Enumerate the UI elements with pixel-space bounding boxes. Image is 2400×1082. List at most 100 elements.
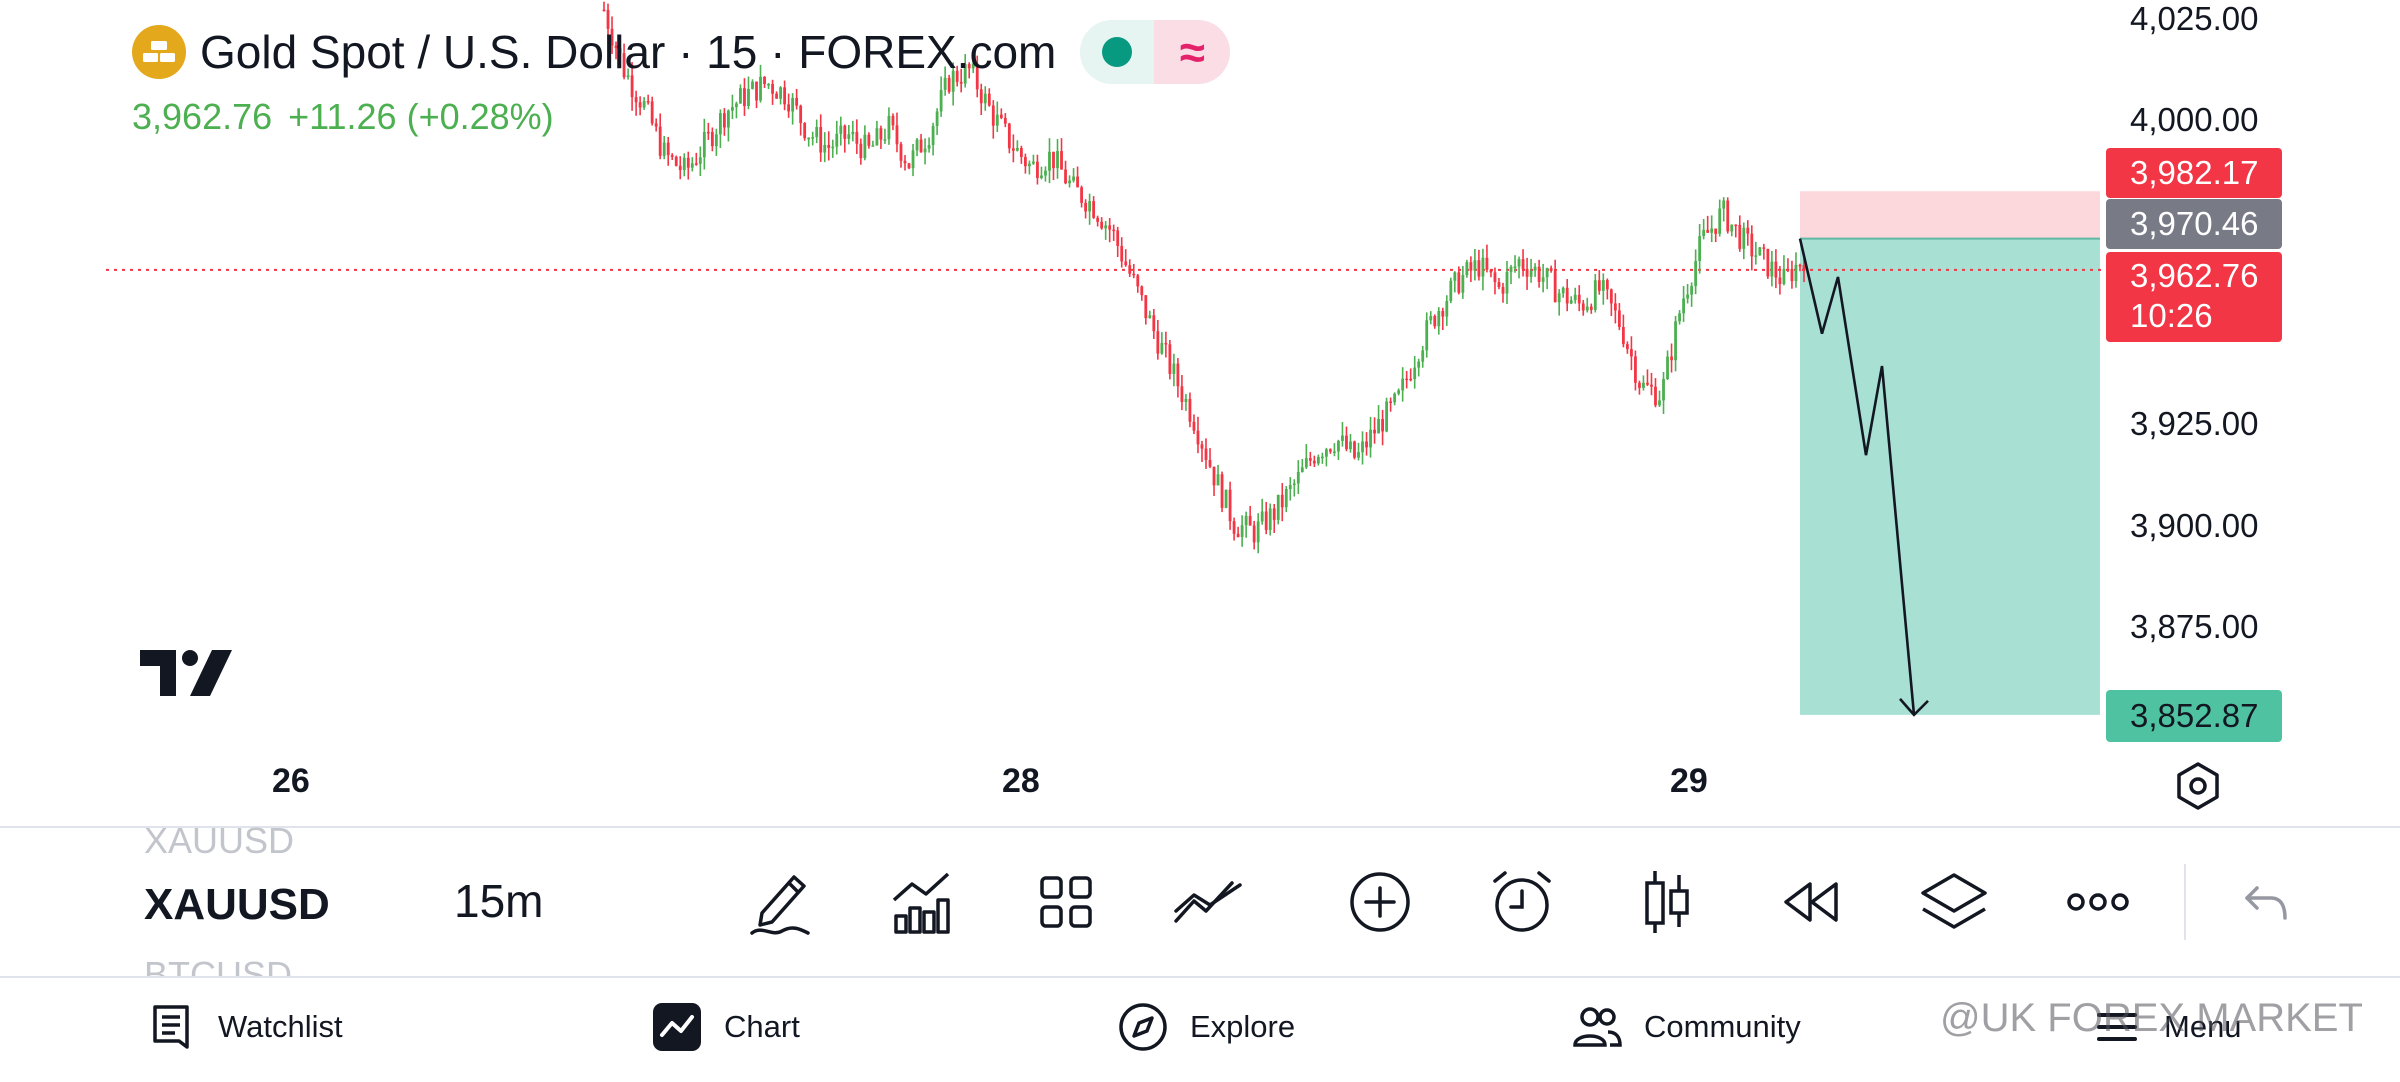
candle-body xyxy=(1489,269,1493,273)
candle-body xyxy=(678,165,682,171)
candle-body xyxy=(1802,265,1806,271)
candle-body xyxy=(1252,525,1256,543)
price-axis-label: 3,875.00 xyxy=(2130,608,2259,645)
candle-body xyxy=(1525,268,1529,277)
symbol-next[interactable]: BTCUSD xyxy=(144,954,293,976)
candle-body xyxy=(1160,342,1164,354)
candle-body xyxy=(1634,356,1637,383)
candle-body xyxy=(935,111,939,127)
time-axis-label: 29 xyxy=(1670,762,1708,800)
symbol-title[interactable]: Gold Spot / U.S. Dollar · 15 · FOREX.com xyxy=(200,26,1057,78)
wave-icon[interactable]: ≈ xyxy=(1154,20,1231,84)
nav-chart[interactable]: Chart xyxy=(652,998,800,1056)
candle-body xyxy=(1240,525,1244,537)
candle-body xyxy=(1232,521,1236,534)
market-open-indicator[interactable] xyxy=(1080,20,1154,84)
price-chart[interactable] xyxy=(0,0,2400,820)
candle-body xyxy=(1192,421,1196,431)
candle-body xyxy=(899,144,903,161)
alert-clock-icon[interactable] xyxy=(1486,866,1558,938)
indicators-icon[interactable] xyxy=(886,866,958,938)
candle-body xyxy=(1381,418,1384,432)
candle-body xyxy=(1288,485,1292,490)
candle-body xyxy=(1196,430,1200,445)
candle-body xyxy=(1782,268,1786,285)
candle-body xyxy=(1032,161,1035,164)
candle-body xyxy=(1646,382,1649,385)
candle-body xyxy=(999,114,1003,118)
candle-type-icon[interactable] xyxy=(1630,866,1702,938)
more-icon[interactable] xyxy=(2062,866,2134,938)
replay-icon[interactable] xyxy=(1774,866,1846,938)
symbol-prev[interactable]: XAUUSD xyxy=(144,820,295,861)
candle-body xyxy=(1180,386,1184,402)
nav-menu[interactable]: Menu xyxy=(2092,998,2242,1056)
candle-body xyxy=(610,28,614,46)
candle-body xyxy=(1758,247,1762,256)
candle-body xyxy=(823,144,827,153)
candle-body xyxy=(1052,151,1055,169)
nav-explore[interactable]: Explore xyxy=(1118,998,1295,1056)
nav-chart-label: Chart xyxy=(724,1009,800,1044)
compare-icon[interactable] xyxy=(1172,866,1244,938)
candle-body xyxy=(807,137,811,140)
candle-body xyxy=(867,134,871,146)
candle-body xyxy=(650,101,654,124)
chart-area[interactable]: Gold Spot / U.S. Dollar · 15 · FOREX.com… xyxy=(0,0,2400,820)
candle-body xyxy=(1204,448,1208,461)
layouts-icon[interactable] xyxy=(1030,866,1102,938)
status-dot-icon xyxy=(1102,37,1133,67)
candle-body xyxy=(1056,151,1059,169)
candle-body xyxy=(706,131,710,134)
candle-body xyxy=(1104,225,1108,229)
candle-body xyxy=(1272,508,1276,520)
candle-body xyxy=(1714,228,1718,234)
interval-selector[interactable]: 15m xyxy=(454,875,544,927)
pencil-icon[interactable] xyxy=(744,866,816,938)
candle-body xyxy=(927,145,931,149)
candle-body xyxy=(1505,271,1509,294)
chart-nav-icon xyxy=(652,1002,702,1052)
candle-body xyxy=(1320,456,1324,459)
candle-body xyxy=(1545,268,1549,278)
candle-body xyxy=(1365,441,1368,448)
candle-body xyxy=(1798,264,1802,267)
candle-body xyxy=(1742,227,1746,249)
candle-body xyxy=(1084,202,1088,212)
price-axis-label: 3,900.00 xyxy=(2130,507,2259,544)
nav-watchlist[interactable]: Watchlist xyxy=(146,998,343,1056)
candle-body xyxy=(1312,460,1316,464)
axis-settings-icon[interactable] xyxy=(2172,760,2224,812)
candle-body xyxy=(1128,265,1132,274)
symbol-selector[interactable]: XAUUSD xyxy=(144,880,330,929)
candle-body xyxy=(1172,363,1176,374)
candle-body xyxy=(771,83,774,94)
candle-body xyxy=(606,9,610,29)
candle-body xyxy=(859,143,863,159)
candle-body xyxy=(759,76,762,101)
nav-community[interactable]: Community xyxy=(1572,998,1801,1056)
candle-body xyxy=(1734,224,1738,227)
candle-body xyxy=(1481,257,1485,277)
candle-body xyxy=(1445,300,1449,317)
candle-body xyxy=(795,97,799,106)
candle-body xyxy=(1212,466,1216,486)
layers-icon[interactable] xyxy=(1918,866,1990,938)
candle-body xyxy=(1333,451,1336,453)
compass-icon xyxy=(1118,1002,1168,1052)
candle-body xyxy=(1585,306,1589,311)
candle-body xyxy=(1461,275,1465,293)
candle-body xyxy=(967,64,971,69)
undo-icon[interactable] xyxy=(2230,866,2302,938)
candle-body xyxy=(1136,275,1140,287)
tradingview-logo[interactable] xyxy=(140,650,232,705)
candle-body xyxy=(1449,280,1453,301)
candle-body xyxy=(1774,261,1778,278)
add-icon[interactable] xyxy=(1344,866,1416,938)
candle-body xyxy=(1557,293,1561,303)
candle-body xyxy=(931,126,935,146)
candle-body xyxy=(1625,344,1629,350)
candle-body xyxy=(871,145,875,147)
symbol-row: Gold Spot / U.S. Dollar · 15 · FOREX.com… xyxy=(132,20,1231,84)
market-status-pill[interactable]: ≈ xyxy=(1080,20,1231,84)
